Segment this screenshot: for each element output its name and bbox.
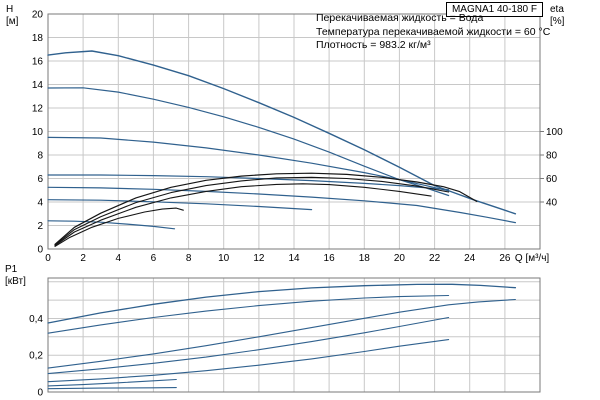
eta-tick-label: 80 xyxy=(546,151,558,162)
head-axis-unit: [м] xyxy=(6,16,19,27)
eta-curve-2 xyxy=(54,176,450,246)
power-curve-3 xyxy=(47,298,516,369)
power-axis-label: P1 [кВт] xyxy=(5,264,26,288)
y-tick-label: 0,4 xyxy=(29,314,43,325)
eta-axis-symbol: eta xyxy=(550,4,564,15)
x-tick-label: 26 xyxy=(499,253,511,264)
x-tick-label: 18 xyxy=(359,253,371,264)
y-tick-label: 16 xyxy=(32,57,44,68)
x-tick-label: 24 xyxy=(464,253,476,264)
eta-axis-unit: [%] xyxy=(550,16,565,27)
x-tick-label: 16 xyxy=(324,253,336,264)
x-tick-label: 2 xyxy=(80,253,86,264)
power-curve-min xyxy=(47,378,177,387)
power-curve-low xyxy=(47,387,177,390)
pump-model-title: MAGNA1 40-180 F xyxy=(445,2,543,17)
eta-tick-label: 60 xyxy=(546,174,558,185)
y-tick-label: 2 xyxy=(37,221,43,232)
y-tick-label: 0,2 xyxy=(29,351,43,362)
y-tick-label: 20 xyxy=(32,10,44,21)
eta-axis-label: eta [%] xyxy=(550,4,564,28)
head-axis-label: H [м] xyxy=(6,4,18,28)
pump-curve-6 xyxy=(47,199,313,211)
head-axis-symbol: H xyxy=(6,4,14,15)
x-tick-label: 12 xyxy=(253,253,265,264)
pump-curve-5 xyxy=(47,186,517,224)
plot-border xyxy=(47,277,541,393)
x-tick-label: 22 xyxy=(429,253,441,264)
x-tick-label: 6 xyxy=(151,253,157,264)
pump-curve-4 xyxy=(47,174,450,191)
x-tick-label: 0 xyxy=(45,253,51,264)
y-tick-label: 0 xyxy=(37,388,43,399)
y-tick-label: 6 xyxy=(37,174,43,185)
y-tick-label: 12 xyxy=(32,104,44,115)
x-tick-label: 4 xyxy=(116,253,122,264)
eta-tick-label: 100 xyxy=(546,127,563,138)
annotation-temperature: Температура перекачиваемой жидкости = 60… xyxy=(316,25,551,38)
x-axis-unit-label: Q [м³/ч] xyxy=(515,253,550,264)
pump-curve-min xyxy=(47,220,176,230)
chart-panel-1: 0 0,2 0,4 xyxy=(29,277,541,399)
y-tick-label: 0 xyxy=(37,245,43,256)
power-curve-4 xyxy=(47,316,450,375)
eta-curve-3 xyxy=(54,183,432,247)
chart-panel-0: 0 2 4 6 8 10 12 14 16 18 20 22 24 2602468101214161820… xyxy=(32,10,563,265)
eta-curve-min xyxy=(54,207,184,247)
annotation-density: Плотность = 983.2 кг/м³ xyxy=(316,39,431,51)
y-tick-label: 18 xyxy=(32,33,44,44)
annotation-fluid: Перекачиваемая жидкость = Вода xyxy=(316,12,484,24)
y-tick-label: 8 xyxy=(37,151,43,162)
y-tick-label: 4 xyxy=(37,198,43,209)
eta-curve-1 xyxy=(54,172,478,245)
power-axis-unit: [кВт] xyxy=(5,276,26,287)
x-tick-label: 20 xyxy=(394,253,406,264)
y-tick-label: 14 xyxy=(32,80,44,91)
power-curve-2 xyxy=(47,294,450,334)
y-tick-label: 10 xyxy=(32,127,44,138)
x-tick-label: 10 xyxy=(218,253,230,264)
eta-tick-label: 40 xyxy=(546,198,558,209)
x-tick-label: 14 xyxy=(288,253,300,264)
pump-curve-max xyxy=(47,50,517,215)
pump-curve-3 xyxy=(47,136,450,192)
power-axis-symbol: P1 xyxy=(5,264,18,275)
power-curve-max xyxy=(47,283,517,324)
power-curve-5 xyxy=(47,339,450,383)
pump-curve-2 xyxy=(47,87,450,197)
x-tick-label: 8 xyxy=(186,253,192,264)
chart-annotations: Перекачиваемая жидкость = Вода Температу… xyxy=(316,12,550,53)
